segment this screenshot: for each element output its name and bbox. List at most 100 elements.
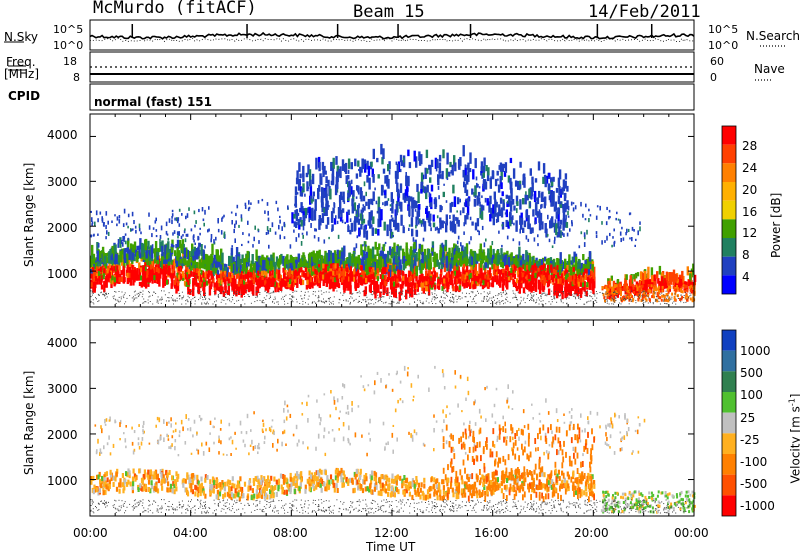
power-cell	[501, 224, 503, 227]
power-cell	[538, 282, 542, 294]
power-cell	[608, 216, 610, 220]
power-cell	[341, 219, 344, 224]
power-cell	[564, 202, 567, 213]
power-cell	[488, 201, 491, 213]
power-cell	[172, 261, 176, 271]
power-cell	[534, 217, 537, 224]
power-cell	[571, 222, 573, 227]
power-cell	[219, 264, 223, 272]
power-cell	[359, 213, 363, 221]
power-cell	[542, 163, 546, 174]
power-cell	[266, 285, 270, 291]
power-cell	[390, 192, 393, 202]
power-cell	[361, 158, 364, 168]
power-cell	[177, 266, 181, 272]
power-cell	[144, 238, 148, 251]
power-cell	[394, 222, 397, 231]
power-cell	[348, 186, 352, 197]
power-cell	[294, 278, 297, 283]
power-cell	[470, 236, 472, 241]
power-cell	[572, 266, 575, 272]
velocity-cell	[434, 479, 437, 485]
power-cell	[625, 274, 628, 280]
velocity-cell	[574, 490, 577, 496]
power-cell	[173, 250, 177, 257]
power-cell	[475, 255, 478, 260]
power-cell	[144, 284, 148, 289]
power-cell	[657, 294, 660, 298]
power-cell	[134, 225, 137, 229]
power-cell	[485, 255, 488, 263]
power-cell	[165, 264, 168, 270]
power-cell	[531, 182, 534, 193]
power-cell	[582, 254, 585, 261]
power-cell	[240, 214, 243, 219]
power-cell	[302, 234, 304, 239]
power-cell	[286, 254, 289, 265]
power-cell	[135, 229, 137, 234]
velocity-cell	[318, 468, 322, 474]
power-cell	[676, 285, 678, 288]
power-cell	[151, 278, 154, 284]
power-cell	[619, 290, 622, 294]
power-cell	[352, 190, 355, 197]
power-cell	[562, 179, 566, 192]
power-cell	[527, 266, 531, 278]
power-cell	[358, 227, 361, 237]
power-cell	[330, 263, 333, 269]
power-cell	[335, 156, 338, 165]
power-cell	[508, 195, 511, 207]
power-cell	[485, 238, 487, 242]
power-cell	[522, 253, 525, 261]
power-cell	[244, 288, 247, 294]
power-cell	[564, 268, 567, 274]
power-cell	[435, 253, 439, 261]
power-cell	[347, 224, 349, 227]
velocity-cell	[549, 483, 552, 489]
power-cell	[418, 276, 421, 282]
power-cell	[155, 229, 158, 232]
power-cell	[578, 245, 581, 249]
power-cell	[432, 267, 436, 273]
power-cell	[91, 217, 93, 222]
power-cell	[522, 276, 526, 282]
power-cell	[178, 240, 182, 249]
power-cell	[689, 288, 692, 292]
power-cell	[207, 278, 210, 284]
power-cell	[244, 205, 247, 210]
power-cell	[355, 173, 359, 179]
power-cell	[430, 282, 433, 288]
power-cell	[378, 243, 381, 250]
power-cell	[513, 205, 516, 211]
power-cell	[283, 272, 286, 278]
power-cell	[438, 154, 442, 162]
power-cell	[361, 256, 364, 267]
power-cell	[295, 237, 298, 242]
power-cell	[360, 168, 363, 173]
power-cell	[92, 278, 95, 283]
power-cell	[267, 210, 269, 216]
power-cell	[685, 294, 688, 298]
power-cell	[663, 298, 666, 302]
power-cell	[451, 260, 454, 269]
power-cell	[569, 276, 573, 282]
power-cell	[354, 279, 358, 291]
power-cell	[639, 290, 642, 294]
power-cell	[367, 220, 370, 226]
power-cell	[587, 264, 591, 276]
power-cell	[159, 269, 162, 276]
power-cell	[616, 291, 619, 298]
power-cell	[438, 171, 440, 174]
power-cell	[354, 158, 357, 167]
power-cell	[153, 278, 156, 283]
power-cell	[477, 197, 481, 204]
power-cell	[263, 270, 266, 276]
power-cell	[408, 212, 411, 218]
power-cell	[90, 273, 93, 279]
power-cell	[133, 241, 137, 254]
power-cell	[349, 266, 352, 272]
power-cell	[434, 199, 438, 208]
power-cell	[297, 253, 300, 263]
power-cell	[545, 258, 549, 265]
velocity-cell	[495, 470, 498, 476]
